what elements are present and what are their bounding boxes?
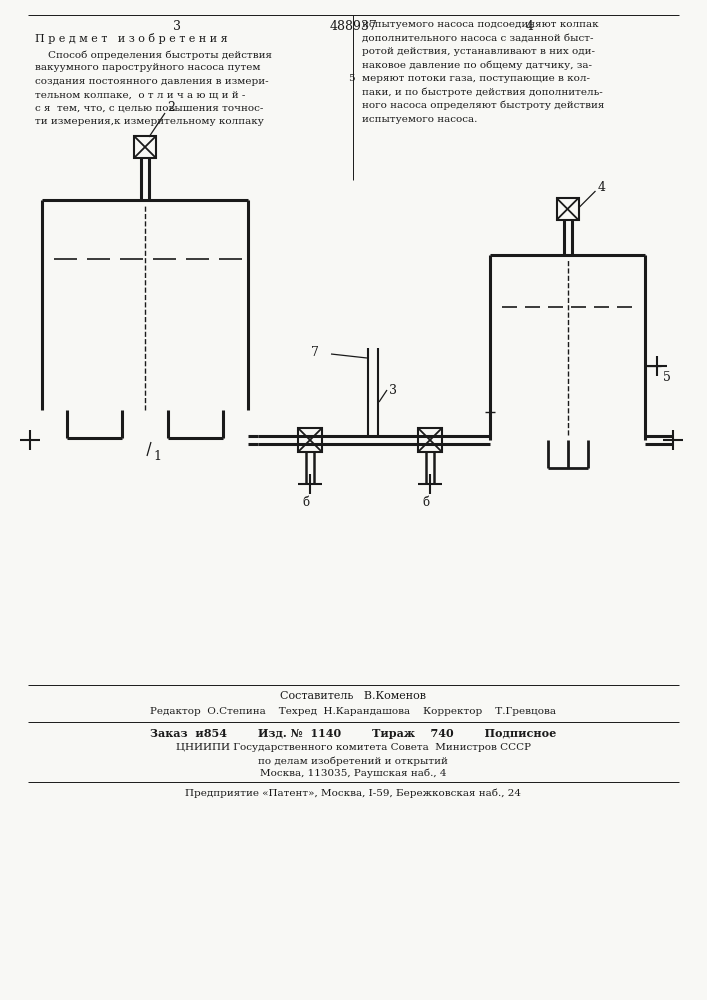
Text: паки, и по быстроте действия дополнитель-: паки, и по быстроте действия дополнитель…: [362, 88, 603, 97]
Text: Способ определения быстроты действия: Способ определения быстроты действия: [35, 50, 272, 60]
Text: испытуемого насоса.: испытуемого насоса.: [362, 114, 477, 123]
Text: б: б: [423, 496, 430, 509]
Text: 5: 5: [663, 371, 671, 384]
Text: Заказ  и854        Изд. №  1140        Тираж    740        Подписное: Заказ и854 Изд. № 1140 Тираж 740 Подписн…: [150, 728, 556, 739]
Text: П р е д м е т   и з о б р е т е н и я: П р е д м е т и з о б р е т е н и я: [35, 33, 228, 44]
Text: создания постоянного давления в измери-: создания постоянного давления в измери-: [35, 77, 269, 86]
Text: Составитель   В.Коменов: Составитель В.Коменов: [280, 691, 426, 701]
Text: 4: 4: [597, 181, 605, 194]
Text: ного насоса определяют быстроту действия: ного насоса определяют быстроту действия: [362, 101, 604, 110]
Text: наковое давление по общему датчику, за-: наковое давление по общему датчику, за-: [362, 60, 592, 70]
Text: 2: 2: [167, 101, 175, 114]
Text: б: б: [303, 496, 310, 509]
Text: Редактор  О.Степина    Техред  Н.Карандашова    Корректор    Т.Гревцова: Редактор О.Степина Техред Н.Карандашова …: [150, 707, 556, 716]
Text: 4: 4: [526, 20, 534, 33]
Text: по делам изобретений и открытий: по делам изобретений и открытий: [258, 756, 448, 766]
Text: дополнительного насоса с заданной быст-: дополнительного насоса с заданной быст-: [362, 33, 593, 42]
Text: 3: 3: [173, 20, 181, 33]
Text: 3: 3: [389, 384, 397, 397]
Text: испытуемого насоса подсоединяют колпак: испытуемого насоса подсоединяют колпак: [362, 20, 599, 29]
Text: тельном колпаке,  о т л и ч а ю щ и й -: тельном колпаке, о т л и ч а ю щ и й -: [35, 91, 245, 100]
Bar: [418, 428, 442, 452]
Text: с я  тем, что, с целью повышения точнос-: с я тем, что, с целью повышения точнос-: [35, 104, 264, 113]
Bar: [556, 198, 578, 220]
Bar: [134, 136, 156, 158]
Text: меряют потоки газа, поступающие в кол-: меряют потоки газа, поступающие в кол-: [362, 74, 590, 83]
Text: ротой действия, устанавливают в них оди-: ротой действия, устанавливают в них оди-: [362, 47, 595, 56]
Text: 1: 1: [153, 450, 161, 463]
Text: Предприятие «Патент», Москва, I-59, Бережковская наб., 24: Предприятие «Патент», Москва, I-59, Бере…: [185, 788, 521, 798]
Bar: [298, 428, 322, 452]
Text: 488937: 488937: [329, 20, 377, 33]
Text: вакуумного пароструйного насоса путем: вакуумного пароструйного насоса путем: [35, 64, 260, 73]
Text: ти измерения,к измерительному колпаку: ти измерения,к измерительному колпаку: [35, 117, 264, 126]
Text: Москва, 113035, Раушская наб., 4: Москва, 113035, Раушская наб., 4: [259, 769, 446, 778]
Text: ЦНИИПИ Государственного комитета Совета  Министров СССР: ЦНИИПИ Государственного комитета Совета …: [175, 743, 530, 752]
Text: 5: 5: [348, 74, 355, 83]
Text: 7: 7: [311, 346, 319, 359]
